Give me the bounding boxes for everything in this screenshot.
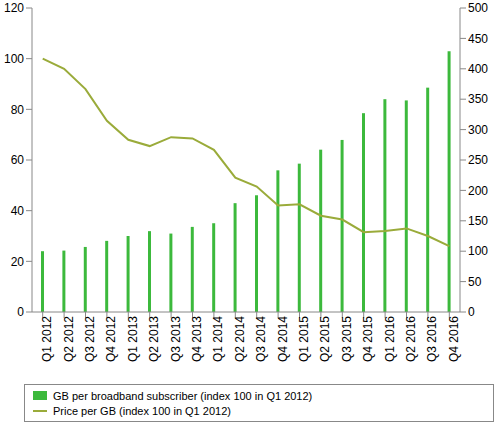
svg-text:100: 100 bbox=[8, 52, 24, 66]
svg-text:Q3 2015: Q3 2015 bbox=[340, 316, 354, 362]
svg-text:20: 20 bbox=[11, 255, 25, 269]
svg-text:50: 50 bbox=[468, 275, 482, 289]
svg-text:Q2 2012: Q2 2012 bbox=[62, 316, 76, 362]
svg-text:450: 450 bbox=[468, 32, 488, 46]
svg-text:200: 200 bbox=[468, 184, 488, 198]
svg-text:Q4 2016: Q4 2016 bbox=[447, 316, 461, 362]
svg-text:Q4 2013: Q4 2013 bbox=[190, 316, 204, 362]
svg-text:60: 60 bbox=[11, 153, 25, 167]
svg-text:250: 250 bbox=[468, 153, 488, 167]
svg-text:Q1 2015: Q1 2015 bbox=[297, 316, 311, 362]
svg-text:80: 80 bbox=[11, 103, 25, 117]
svg-text:40: 40 bbox=[11, 204, 25, 218]
html-text:Price per GB (index 100 in Q1: Price per GB (index 100 in Q1 2012) bbox=[53, 404, 231, 417]
svg-text:350: 350 bbox=[468, 92, 488, 106]
svg-text:Q3 2012: Q3 2012 bbox=[83, 316, 97, 362]
svg-text:Q2 2015: Q2 2015 bbox=[318, 316, 332, 362]
svg-text:Q4 2014: Q4 2014 bbox=[276, 316, 290, 362]
svg-text:Q3 2016: Q3 2016 bbox=[425, 316, 439, 362]
svg-text:500: 500 bbox=[468, 1, 488, 15]
svg-text:120: 120 bbox=[8, 1, 24, 15]
svg-text:0: 0 bbox=[468, 305, 475, 319]
svg-text:Q2 2014: Q2 2014 bbox=[233, 316, 247, 362]
svg-text:Q1 2012: Q1 2012 bbox=[40, 316, 54, 362]
svg-text:100: 100 bbox=[468, 244, 488, 258]
html-text:GB per broadband subscriber (i: GB per broadband subscriber (index 100 i… bbox=[53, 389, 313, 402]
svg-text:Q4 2012: Q4 2012 bbox=[104, 316, 118, 362]
svg-text:150: 150 bbox=[468, 214, 488, 228]
svg-text:Q2 2013: Q2 2013 bbox=[147, 316, 161, 362]
svg-text:300: 300 bbox=[468, 123, 488, 137]
svg-text:0: 0 bbox=[17, 305, 24, 319]
svg-text:Q1 2014: Q1 2014 bbox=[211, 316, 225, 362]
svg-text:Q1 2013: Q1 2013 bbox=[126, 316, 140, 362]
svg-text:Q2 2016: Q2 2016 bbox=[404, 316, 418, 362]
svg-text:400: 400 bbox=[468, 62, 488, 76]
svg-text:Q3 2013: Q3 2013 bbox=[169, 316, 183, 362]
svg-text:Q3 2014: Q3 2014 bbox=[254, 316, 268, 362]
svg-text:Q4 2015: Q4 2015 bbox=[361, 316, 375, 362]
svg-text:Q1 2016: Q1 2016 bbox=[383, 316, 397, 362]
